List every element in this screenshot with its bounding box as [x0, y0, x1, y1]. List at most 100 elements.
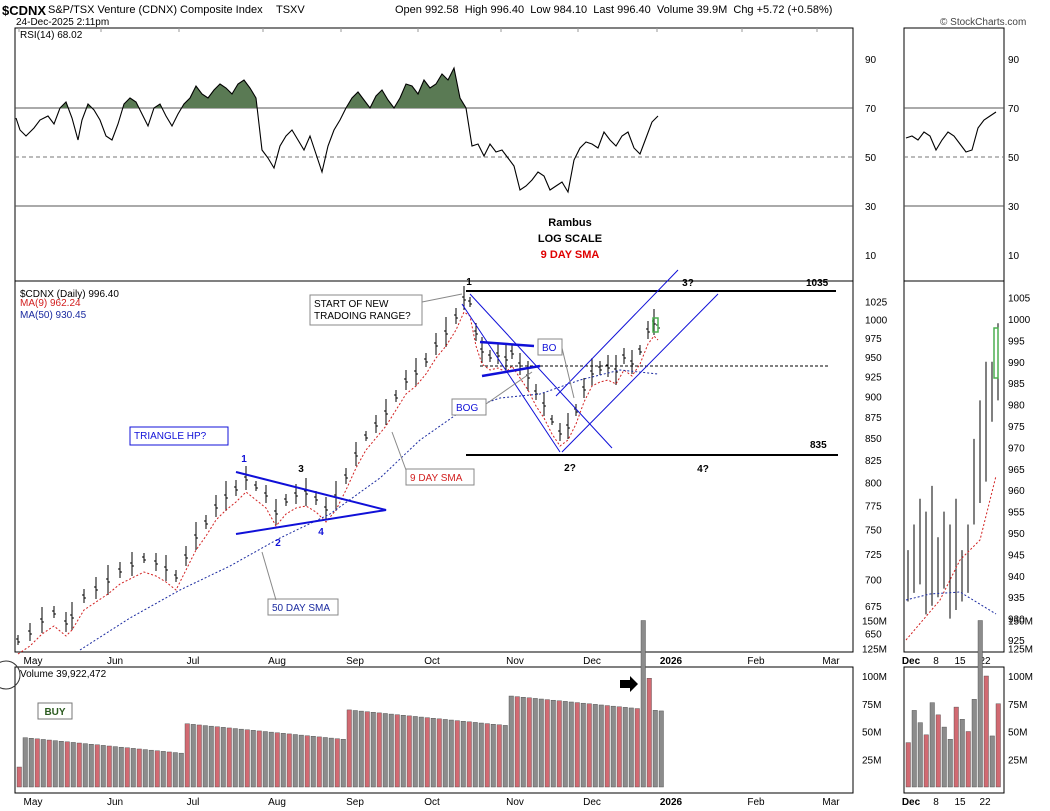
inset-volume-bar	[947, 739, 953, 788]
inset-volume-bar	[971, 699, 977, 788]
volume-bar	[58, 741, 64, 788]
volume-bar	[358, 710, 364, 788]
price-tick-label: 700	[865, 576, 882, 587]
start-range-callout-text: TRADOING RANGE?	[314, 311, 411, 322]
x-tick-label: Mar	[822, 656, 840, 667]
bo-callout-text: BO	[542, 343, 557, 354]
inset-vol-x-tick-label: 15	[954, 797, 966, 808]
volume-bar	[172, 752, 178, 788]
start-range-pointer	[421, 293, 463, 303]
volume-bar	[34, 738, 40, 788]
inset-price-tick-label: 925	[1008, 636, 1025, 647]
price-tick-label: 1000	[865, 316, 888, 327]
volume-bar	[88, 744, 94, 788]
volume-bar	[16, 766, 22, 788]
volume-bar	[460, 721, 466, 788]
inset-rsi-tick-label: 10	[1008, 251, 1020, 262]
volume-bar	[658, 710, 664, 788]
vol-x-tick-label: Feb	[747, 797, 765, 808]
price-tick-label: 850	[865, 434, 882, 445]
watermark: © StockCharts.com	[940, 17, 1027, 28]
volume-bar	[610, 705, 616, 788]
buy-callout-box	[37, 702, 73, 720]
high-value: 996.40	[490, 4, 525, 16]
volume-bar	[322, 737, 328, 788]
volume-bar	[136, 748, 142, 788]
x-tick-label: 2026	[660, 656, 683, 667]
price-tick-label: 775	[865, 501, 882, 512]
rsi-note-line: LOG SCALE	[538, 233, 602, 245]
inset-price-tick-label: 935	[1008, 593, 1025, 604]
vol-x-tick-label: May	[24, 797, 43, 808]
price-legend-title: $CDNX (Daily) 996.40	[20, 289, 119, 300]
inset-x-tick-label: 15	[954, 656, 966, 667]
volume-bar	[454, 720, 460, 788]
x-tick-label: Sep	[346, 656, 364, 667]
inset-frame	[903, 27, 1005, 653]
vol-x-tick-label: Dec	[583, 797, 601, 808]
volume-bar	[232, 728, 238, 788]
low-value: 984.10	[553, 4, 588, 16]
sma50-line	[79, 369, 659, 651]
volume-bar	[580, 702, 586, 788]
inset-sma50-line	[905, 591, 997, 615]
inset-price-tick-label: 990	[1008, 358, 1025, 369]
bog-callout-text: BOG	[456, 403, 478, 414]
inset-volume-bar	[953, 706, 959, 788]
arrow-icon	[620, 676, 638, 692]
volume-bar	[634, 708, 640, 788]
volume-bar	[442, 719, 448, 788]
volume-bar	[640, 620, 646, 788]
last-label: Last	[593, 4, 615, 16]
x-tick-label: Dec	[583, 656, 601, 667]
inset-volume-bar	[941, 726, 947, 788]
small-triangle-bottom	[481, 364, 541, 378]
vol-x-tick-label: Oct	[424, 797, 440, 808]
volume-bar	[262, 731, 268, 788]
inset-volume-bar	[923, 734, 929, 788]
volume-bar	[406, 715, 412, 788]
inset-last-bar-highlight	[993, 327, 999, 379]
volume-bar	[556, 700, 562, 788]
volume-bar	[514, 696, 520, 788]
volume-bar	[352, 710, 358, 788]
rsi-tick-label: 70	[865, 104, 877, 115]
open-value: 992.58	[424, 4, 459, 16]
volume-bar	[568, 701, 574, 788]
inset-price-tick-label: 960	[1008, 486, 1025, 497]
rsi-tick-label: 90	[865, 55, 877, 66]
volume-bar	[130, 748, 136, 788]
inset-volume-bar	[965, 731, 971, 788]
price-tick-label: 650	[865, 630, 882, 641]
volume-bar	[478, 722, 484, 788]
volume-bar	[466, 721, 472, 788]
volume-bar	[238, 728, 244, 788]
volume-bar	[256, 730, 262, 788]
x-tick-label: Jun	[107, 656, 123, 667]
rsi-tick-label: 30	[865, 202, 877, 213]
volume-bar	[562, 701, 568, 788]
up-channel-lower	[561, 293, 719, 453]
volume-bar	[622, 707, 628, 788]
vol-x-tick-label: Jul	[187, 797, 200, 808]
rsi-line	[15, 66, 659, 194]
wave-label-3: 3	[298, 464, 304, 475]
x-tick-label: Oct	[424, 656, 440, 667]
volume-bar	[544, 699, 550, 788]
volume-bar	[220, 727, 226, 788]
rsi-panel: 10 30 50 70 90 Rambus LOG SCALE 9 DAY SMA RSI(14…	[15, 30, 877, 262]
volume-bar	[142, 749, 148, 788]
volume-bar	[82, 743, 88, 788]
volume-bar	[598, 704, 604, 788]
volume-bar	[70, 742, 76, 788]
bog-pointer	[485, 371, 533, 405]
inset-price-tick-label: 980	[1008, 401, 1025, 412]
price-tick-label: 675	[865, 602, 882, 613]
chart-symbol: $CDNX	[2, 3, 47, 18]
volume-bar	[184, 723, 190, 788]
volume-bar	[508, 695, 514, 788]
main-frame	[14, 27, 854, 653]
volume-bar	[148, 749, 154, 788]
chg-value: +5.72 (+0.58%)	[756, 4, 833, 16]
inset-volume-bar	[917, 722, 923, 788]
